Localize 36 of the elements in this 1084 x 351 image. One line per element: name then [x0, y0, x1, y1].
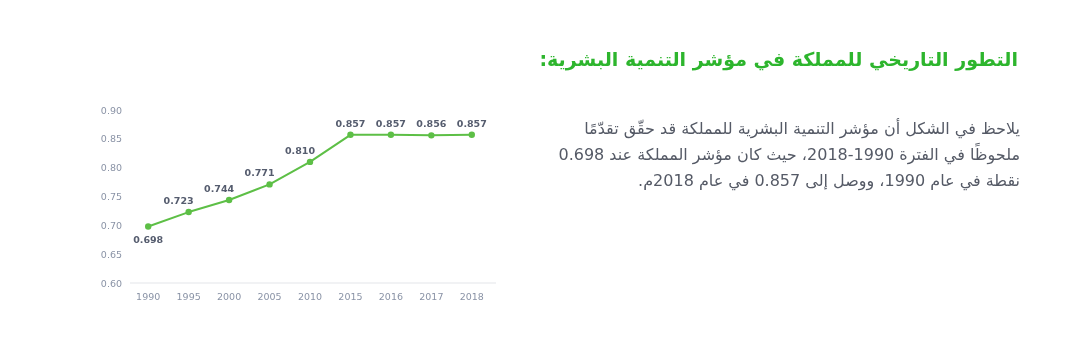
text: يلاحظ في الشكل أن مؤشر التنمية البشرية للمملكة قد حقّق تقدّمًا ملحوظًا في الفترة 1990-2018، حيث كان مؤشر المملكة عند 0.698 نقطة في عام 1990، ووصل إلى 0.857 في عام 2018م. [557, 117, 1020, 193]
y-tick-label: 0.65 [100, 248, 122, 260]
y-tick-label: 0.85 [100, 133, 122, 145]
point [185, 208, 192, 216]
data-label: 0.856 [416, 118, 447, 130]
x-tick-label: 2010 [297, 291, 323, 302]
x-tick-label: 2015 [338, 291, 363, 302]
data-label: 0.698 [133, 234, 164, 246]
y-tick-label: 0.90 [100, 104, 122, 116]
x-tick-label: 2005 [257, 291, 282, 302]
x-tick-label: 1995 [176, 291, 201, 302]
y-tick-label: 0.75 [100, 191, 122, 202]
x-tick-label: 2017 [419, 291, 444, 302]
x-tick-label: 2000 [217, 291, 242, 302]
y-tick-label: 0.60 [100, 277, 122, 289]
text: التطور التاريخي للمملكة في مؤشر التنمية البشرية: [538, 47, 1018, 73]
data-label: 0.857 [375, 117, 406, 129]
x-tick-label: 2018 [459, 291, 484, 302]
data-label: 0.771 [244, 167, 275, 179]
point [347, 131, 354, 138]
data-label: 0.744 [204, 182, 235, 194]
point [306, 158, 314, 166]
point [266, 181, 273, 188]
y-tick-label: 0.80 [100, 162, 122, 174]
point [428, 132, 435, 139]
data-label: 0.857 [456, 117, 487, 129]
point [387, 131, 395, 138]
x-tick-label: 2016 [378, 291, 403, 302]
data-label: 0.723 [163, 195, 194, 207]
point [145, 223, 152, 230]
y-tick-label: 0.70 [100, 219, 122, 231]
data-label: 0.857 [335, 117, 366, 129]
point [225, 196, 233, 204]
x-tick-label: 1990 [136, 291, 161, 302]
data-label: 0.810 [284, 144, 316, 156]
point [468, 131, 475, 138]
